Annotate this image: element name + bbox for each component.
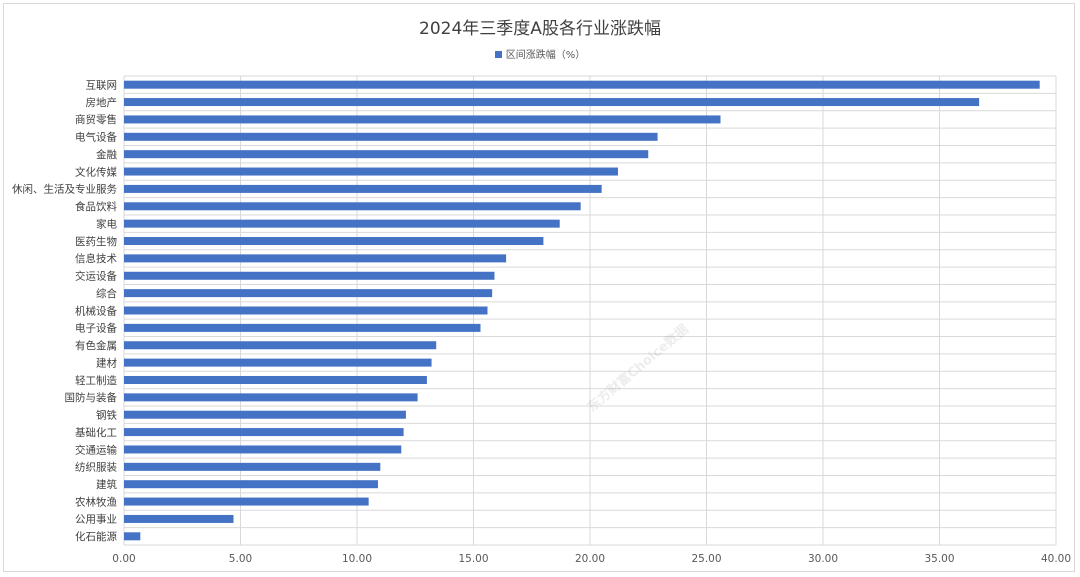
bar	[124, 497, 369, 506]
category-label: 机械设备	[75, 304, 117, 317]
legend-label: 区间涨跌幅（%）	[505, 50, 586, 61]
bar	[124, 532, 141, 541]
category-label: 电气设备	[75, 131, 117, 144]
x-tick-label: 20.00	[575, 553, 605, 565]
bar	[124, 410, 406, 419]
bar	[124, 462, 381, 471]
x-tick-label: 25.00	[691, 553, 721, 565]
bar	[124, 167, 618, 176]
category-label: 建筑	[96, 478, 117, 491]
category-label: 金融	[96, 148, 117, 161]
bar	[124, 323, 481, 332]
bar	[124, 98, 980, 107]
category-label: 公用事业	[75, 513, 117, 526]
bar	[124, 306, 488, 315]
category-label: 基础化工	[75, 426, 117, 439]
watermark: 东方财富Choice数据	[584, 321, 691, 415]
bar	[124, 237, 544, 246]
category-label: 建材	[96, 356, 117, 369]
x-tick-label: 0.00	[112, 553, 135, 565]
category-label: 化石能源	[75, 530, 117, 543]
bar	[124, 428, 404, 437]
bar	[124, 150, 649, 159]
bar	[124, 115, 721, 124]
bar	[124, 184, 602, 193]
category-label: 商贸零售	[75, 113, 117, 126]
category-label: 互联网	[86, 79, 118, 91]
bar	[124, 80, 1040, 89]
category-label: 信息技术	[75, 252, 117, 265]
category-label: 家电	[96, 217, 117, 230]
bar	[124, 514, 234, 523]
x-tick-label: 5.00	[229, 553, 252, 565]
category-label: 国防与装备	[65, 391, 118, 404]
chart-title: 2024年三季度A股各行业涨跌幅	[419, 19, 661, 39]
x-tick-label: 35.00	[924, 553, 954, 565]
bar	[124, 393, 418, 402]
x-tick-label: 15.00	[458, 553, 488, 565]
bar	[124, 219, 560, 228]
category-label: 交通运输	[75, 443, 117, 456]
category-label: 综合	[96, 287, 117, 300]
category-label: 房地产	[86, 96, 118, 109]
category-label: 文化传媒	[75, 165, 117, 178]
category-label: 轻工制造	[75, 374, 117, 387]
bar	[124, 202, 581, 211]
bar	[124, 375, 427, 384]
bar	[124, 358, 432, 367]
bar	[124, 289, 493, 298]
x-tick-label: 30.00	[808, 553, 838, 565]
category-label: 交运设备	[75, 270, 117, 283]
category-label: 电子设备	[75, 322, 117, 335]
bar	[124, 341, 437, 350]
category-label: 纺织服装	[75, 461, 117, 474]
legend-swatch	[494, 51, 502, 58]
category-label: 医药生物	[75, 235, 117, 248]
bar	[124, 271, 495, 280]
category-label: 有色金属	[75, 339, 117, 352]
x-tick-label: 40.00	[1041, 553, 1071, 565]
chart-legend: 区间涨跌幅（%）	[4, 46, 1076, 61]
category-label: 食品饮料	[75, 200, 117, 213]
bar	[124, 480, 378, 489]
bar	[124, 445, 402, 454]
bar	[124, 254, 507, 263]
chart-frame: 2024年三季度A股各行业涨跌幅 区间涨跌幅（%）	[3, 3, 1075, 572]
x-tick-label: 10.00	[342, 553, 372, 565]
category-label: 钢铁	[96, 409, 117, 422]
bar	[124, 132, 658, 141]
category-label: 农林牧渔	[75, 495, 117, 508]
category-label: 休闲、生活及专业服务	[12, 183, 117, 196]
